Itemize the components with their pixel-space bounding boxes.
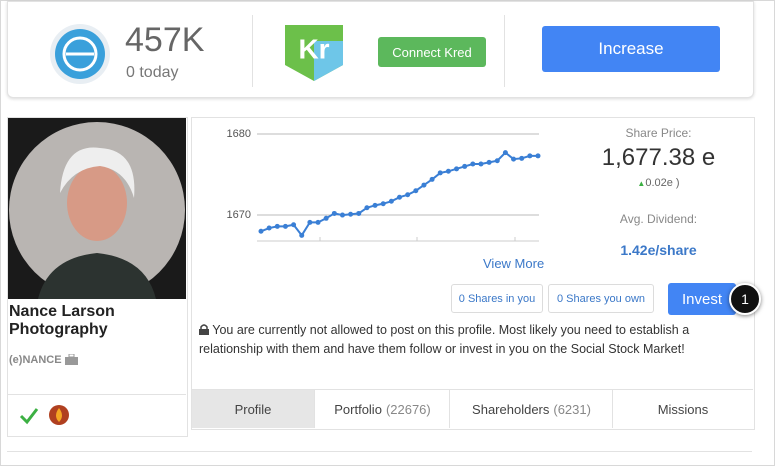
price-point [258, 228, 264, 234]
price-change-text: 0.02e ) [645, 177, 680, 189]
tab[interactable]: Portfolio (22676) [314, 390, 450, 428]
tab-count: (6231) [553, 401, 591, 417]
y-tick-label: 1680 [227, 128, 251, 140]
briefcase-icon [65, 354, 78, 365]
price-point [445, 168, 451, 174]
price-change: ▲0.02e ) [637, 177, 680, 189]
today: 0 today [126, 64, 179, 81]
notice-text: You are currently not allowed to post on… [199, 323, 690, 356]
kred-logo-text: Kr [298, 33, 329, 64]
tab[interactable]: Profile [192, 390, 314, 428]
tab-label: Portfolio [334, 401, 382, 417]
price-point [372, 202, 378, 208]
price-point [462, 163, 468, 169]
price-point [397, 194, 402, 200]
main-card [191, 117, 755, 430]
shares-you-own-button[interactable]: 0 Shares you own [548, 284, 654, 313]
price-point [331, 210, 337, 216]
handle: (e)NANCE [9, 354, 62, 366]
divider [7, 394, 186, 395]
price-point [502, 150, 508, 156]
price-point [527, 153, 533, 159]
price-point [413, 188, 419, 194]
price-point [470, 161, 476, 167]
increase-button[interactable]: Increase [542, 26, 720, 72]
tab-label: Shareholders [472, 401, 550, 417]
price-chart: 1670 1680 [227, 128, 541, 242]
price-point [315, 219, 321, 225]
step-badge: 1 [729, 283, 761, 315]
price-point [364, 205, 370, 211]
price-point [535, 153, 541, 159]
tab-count: (22676) [385, 401, 431, 417]
share-price-label: Share Price: [625, 126, 692, 140]
badges [19, 405, 69, 425]
kred-logo: Kr [285, 25, 343, 81]
price-point [266, 225, 272, 231]
price-point [299, 232, 305, 238]
tab-label: Missions [657, 401, 709, 417]
divider [191, 389, 753, 390]
tab[interactable]: Missions [612, 390, 753, 428]
price-point [437, 170, 443, 176]
notice: You are currently not allowed to post on… [199, 321, 729, 359]
price-point [421, 182, 427, 188]
price-point [388, 198, 394, 204]
price-point [291, 222, 297, 228]
price-line [260, 151, 538, 238]
price-point [486, 159, 492, 165]
view-more-link[interactable]: View More [483, 256, 545, 271]
lock-icon [199, 324, 209, 335]
empire-logo [50, 24, 110, 84]
price-point [519, 155, 525, 161]
price-point [380, 201, 386, 207]
score: 457K [125, 21, 205, 59]
divider [7, 451, 752, 452]
price-point [274, 223, 280, 229]
price-point [429, 176, 435, 182]
shares-in-you-button[interactable]: 0 Shares in you [451, 284, 543, 313]
price-point [494, 158, 500, 164]
price-point [356, 210, 362, 216]
price-point [511, 156, 517, 162]
price-point [478, 161, 484, 167]
dividend-label: Avg. Dividend: [619, 212, 698, 226]
profile-name: Nance Larson Photography [9, 303, 115, 338]
profile-photo [8, 118, 186, 299]
share-price: 1,677.38 e [601, 144, 716, 171]
price-point [339, 212, 345, 218]
y-tick-label: 1670 [227, 209, 251, 221]
tab-label: Profile [234, 401, 272, 417]
invest-button[interactable]: Invest [668, 283, 736, 315]
price-point [454, 166, 460, 172]
dividend: 1.42e/share [620, 242, 697, 258]
divider [504, 15, 505, 87]
price-point [405, 192, 411, 198]
divider [252, 15, 253, 87]
price-point [348, 211, 354, 217]
tab[interactable]: Shareholders (6231) [449, 390, 613, 428]
price-point [282, 223, 288, 229]
price-point [323, 215, 329, 221]
connect-kred-button[interactable]: Connect Kred [378, 37, 486, 67]
price-point [307, 219, 313, 225]
